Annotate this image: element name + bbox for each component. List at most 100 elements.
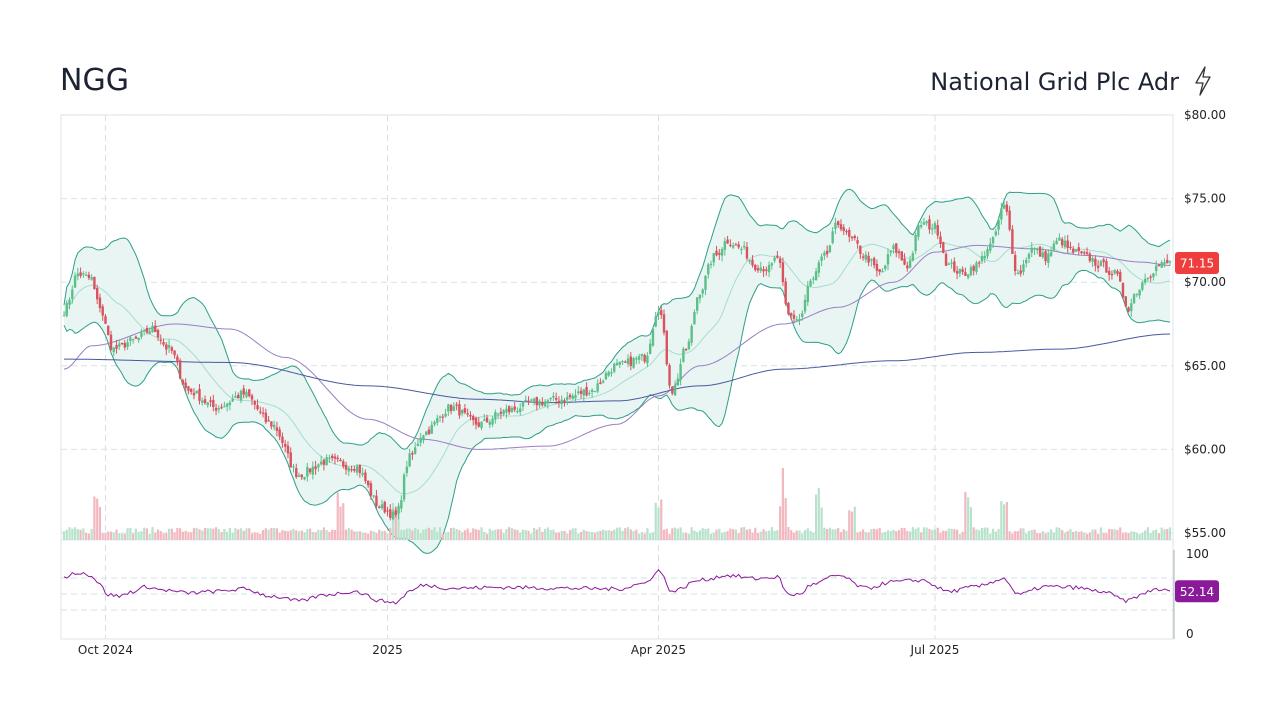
candle-body (889, 250, 892, 253)
candle-body (759, 267, 762, 271)
volume-bar (87, 533, 90, 540)
candle-body (942, 242, 945, 253)
candle-body (933, 223, 937, 229)
volume-bar (942, 530, 945, 540)
volume-bar (347, 527, 350, 540)
volume-bar (120, 533, 124, 540)
volume-bar (510, 528, 514, 540)
volume-bar (441, 533, 444, 540)
volume-bar (743, 527, 746, 540)
candle-body (1030, 247, 1033, 253)
candle-body (281, 436, 284, 443)
candle-body (425, 431, 428, 435)
volume-bar (303, 532, 306, 540)
candle-body (306, 467, 309, 477)
candle-body (1127, 307, 1130, 312)
volume-bar (610, 530, 613, 540)
candle-body (90, 277, 93, 280)
volume-bar (989, 533, 992, 540)
candle-body (837, 221, 840, 225)
volume-bar (602, 529, 605, 540)
volume-bar (284, 530, 287, 540)
volume-bar (662, 529, 666, 540)
candle-body (742, 245, 746, 248)
volume-bar (607, 530, 610, 540)
candle-body (472, 416, 475, 421)
candle-body (339, 459, 342, 462)
volume-bar (452, 527, 455, 540)
candle-body (1041, 252, 1045, 258)
candle-body (1094, 258, 1097, 266)
band-upper (63, 188, 1171, 450)
volume-bar (286, 531, 290, 540)
volume-bar (143, 527, 146, 540)
candle-body (687, 341, 691, 350)
volume-bar (853, 506, 856, 540)
volume-bar (369, 530, 373, 540)
volume-bar (214, 527, 218, 540)
volume-bar (355, 531, 359, 540)
volume-bar (668, 533, 671, 540)
candle-body (405, 466, 409, 474)
candle-body (613, 363, 616, 372)
volume-bar (685, 532, 688, 540)
candle-body (872, 258, 876, 266)
volume-bar (497, 529, 500, 540)
candle-body (253, 401, 256, 405)
volume-bar (679, 527, 682, 540)
volume-bar (248, 528, 251, 540)
volume-bar (469, 532, 472, 540)
price-tick-label: $55.00 (1184, 526, 1226, 540)
company-name: National Grid Plc Adr (930, 68, 1179, 96)
candle-body (648, 343, 652, 355)
candle-body (1066, 240, 1069, 248)
volume-bar (239, 528, 243, 540)
volume-bar (358, 531, 361, 540)
candle-body (530, 399, 533, 401)
candle-body (1099, 261, 1103, 266)
candle-body (928, 219, 931, 230)
candle-body (189, 388, 193, 393)
volume-bar (1033, 529, 1036, 540)
volume-bar (928, 529, 931, 540)
candle-body (975, 262, 978, 272)
volume-bar (1119, 527, 1122, 540)
candle-body (1022, 264, 1025, 273)
volume-bar (444, 533, 447, 540)
volume-bar (1044, 533, 1047, 540)
volume-bar (538, 527, 541, 540)
candle-body (118, 343, 121, 347)
candle-body (1060, 239, 1064, 246)
candle-body (585, 387, 588, 396)
candle-body (729, 244, 732, 247)
volume-bar (640, 531, 643, 540)
volume-bar (1160, 527, 1163, 540)
candle-body (115, 345, 118, 349)
candle-body (209, 400, 212, 402)
volume-bar (231, 532, 234, 540)
candle-body (859, 245, 862, 254)
candle-body (494, 412, 497, 420)
candle-body (1088, 253, 1092, 261)
volume-bar (380, 531, 384, 540)
candle-body (436, 418, 439, 423)
candle-body (65, 302, 68, 316)
candle-body (1052, 243, 1056, 251)
candle-body (701, 289, 704, 294)
volume-bar (472, 528, 475, 540)
volume-bar (795, 530, 798, 540)
volume-bar (212, 528, 215, 540)
candle-body (225, 403, 229, 407)
volume-bar (1138, 533, 1141, 540)
candle-body (767, 264, 771, 273)
volume-bar (980, 527, 984, 540)
candle-body (784, 281, 787, 304)
volume-bar (557, 532, 561, 540)
volume-bar (1163, 529, 1166, 540)
candle-body (474, 417, 478, 425)
volume-bar (336, 492, 339, 540)
candle-body (939, 236, 942, 244)
candle-body (848, 230, 851, 237)
candle-body (256, 405, 259, 410)
volume-bar (859, 531, 862, 540)
